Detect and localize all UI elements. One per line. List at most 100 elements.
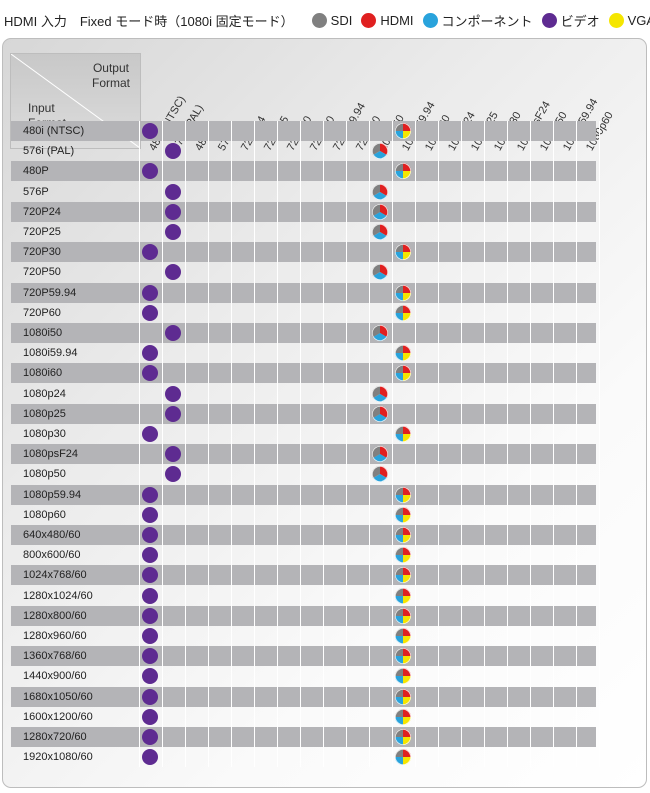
input-format-label: 576i (PAL) xyxy=(23,145,75,158)
input-format-label: 1080p60 xyxy=(23,508,66,521)
input-format-label: 1080psF24 xyxy=(23,448,79,461)
grid-cell xyxy=(139,525,162,545)
table-row: 720P30 xyxy=(11,242,596,263)
video-mark-icon xyxy=(142,729,158,745)
input-format-label: 720P25 xyxy=(23,226,61,238)
video-mark-icon xyxy=(165,183,181,200)
title-row: HDMI 入力 Fixed モード時（1080i 固定モード） SDI HDMI コ… xyxy=(4,9,650,31)
grid-cell xyxy=(139,424,162,444)
output-label-line-1: Output xyxy=(92,61,129,75)
video-mark-icon xyxy=(142,304,158,321)
grid-cell xyxy=(139,666,162,686)
grid-divider xyxy=(392,121,393,768)
grid-cell xyxy=(162,141,185,161)
input-format-label: 1080p24 xyxy=(23,387,66,400)
legend-label: コンポーネント xyxy=(441,13,533,29)
video-mark-icon xyxy=(165,203,181,220)
table-row: 720P24 xyxy=(11,201,596,222)
multi-input-mark-icon xyxy=(395,729,411,745)
grid-cell xyxy=(139,646,162,666)
grid-divider xyxy=(300,121,301,768)
video-mark-icon xyxy=(142,668,158,685)
grid-cell xyxy=(139,242,162,262)
multi-input-mark-icon xyxy=(395,426,411,442)
grid-divider xyxy=(208,121,209,768)
yellow-dot-icon xyxy=(608,12,624,28)
table-row: 480i (NTSC) xyxy=(11,121,596,141)
input-format-label: 640x480/60 xyxy=(23,529,81,541)
table-row: 1080p30 xyxy=(11,424,596,444)
multi-input-mark-icon xyxy=(395,163,411,180)
video-mark-icon xyxy=(165,405,181,422)
input-format-label: 800x600/60 xyxy=(23,549,81,562)
grid-cell xyxy=(162,202,185,222)
grid-divider xyxy=(484,121,485,768)
multi-input-mark-icon xyxy=(395,587,411,604)
grid-cell xyxy=(162,384,185,404)
multi-input-mark-icon xyxy=(395,365,411,382)
grid-cell xyxy=(392,727,415,747)
table-row: 800x600/60 xyxy=(11,545,596,565)
input-format-label: 1080p25 xyxy=(23,407,66,420)
grid-cell xyxy=(139,727,162,747)
legend-item: SDI xyxy=(311,12,353,28)
multi-input-mark-icon xyxy=(395,547,411,564)
legend-item: コンポーネント xyxy=(422,11,533,30)
grid-divider xyxy=(415,121,416,768)
multi-input-mark-icon xyxy=(395,284,411,301)
grid-divider xyxy=(507,121,508,768)
grid-cell xyxy=(392,505,415,525)
table-row: 1920x1080/60 xyxy=(11,747,596,767)
multi-input-mark-icon xyxy=(395,567,411,584)
grid-divider xyxy=(461,121,462,768)
grid-cell xyxy=(139,747,162,767)
multi-input-mark-icon xyxy=(395,628,411,644)
video-mark-icon xyxy=(142,486,158,503)
grid-divider xyxy=(346,121,347,768)
grid-cell xyxy=(392,343,415,363)
grid-cell xyxy=(392,525,415,545)
input-format-label: 1280x1024/60 xyxy=(23,589,93,602)
video-mark-icon xyxy=(142,567,158,584)
table-row: 1080i59.94 xyxy=(11,343,596,363)
multi-input-mark-icon xyxy=(372,183,388,200)
input-format-label: 1920x1080/60 xyxy=(23,751,93,764)
input-format-label: 1080p30 xyxy=(23,428,66,440)
legend-label: SDI xyxy=(330,12,353,28)
grid-cell xyxy=(392,121,415,141)
legend-item: ビデオ xyxy=(541,11,600,30)
grid-divider xyxy=(599,121,600,768)
input-format-label: 480i (NTSC) xyxy=(23,125,85,137)
grid-cell xyxy=(162,182,185,202)
input-label-line-1: Input xyxy=(28,101,55,115)
input-format-label: 720P60 xyxy=(23,306,61,319)
grid-divider xyxy=(369,121,370,768)
input-format-label: 720P24 xyxy=(23,205,61,218)
table-row: 1360x768/60 xyxy=(11,646,596,667)
grid-cell xyxy=(369,141,392,161)
input-format-label: 1280x720/60 xyxy=(23,731,87,743)
grid-cell xyxy=(139,121,162,141)
grid-cell xyxy=(392,303,415,323)
video-mark-icon xyxy=(142,648,158,665)
legend-item: HDMI xyxy=(361,12,414,28)
table-row: 1080p50 xyxy=(11,464,596,484)
table-row: 1440x900/60 xyxy=(11,666,596,686)
multi-input-mark-icon xyxy=(372,385,388,402)
table-row: 1280x1024/60 xyxy=(11,586,596,606)
table-row: 1080p24 xyxy=(11,384,596,404)
input-format-label: 1024x768/60 xyxy=(23,569,87,582)
video-mark-icon xyxy=(142,163,158,180)
grid-cell xyxy=(392,586,415,606)
grid-cell xyxy=(162,464,185,484)
table-row: 1080p60 xyxy=(11,505,596,525)
video-mark-icon xyxy=(142,708,158,725)
grid-divider xyxy=(438,121,439,768)
grid-divider xyxy=(231,121,232,768)
video-mark-icon xyxy=(142,587,158,604)
multi-input-mark-icon xyxy=(395,668,411,685)
input-format-label: 1080i59.94 xyxy=(23,347,78,360)
table-row: 1600x1200/60 xyxy=(11,707,596,727)
grid-cell xyxy=(369,464,392,484)
grid-divider xyxy=(162,121,163,768)
